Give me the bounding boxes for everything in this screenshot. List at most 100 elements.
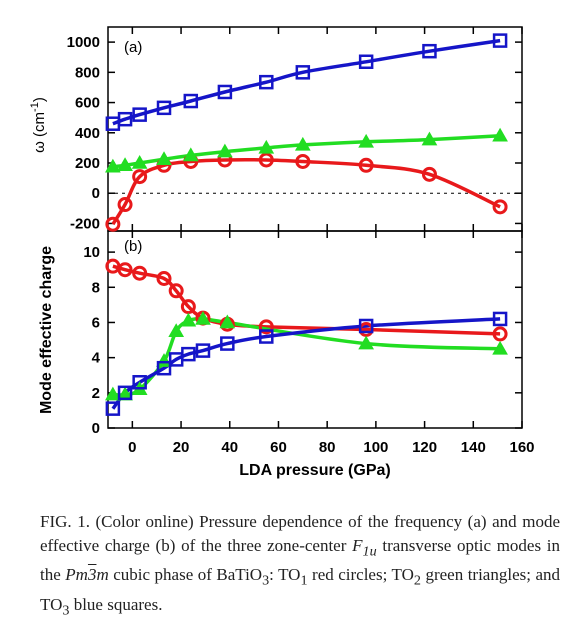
x-tick-label: 20 [173, 439, 190, 456]
caption-part-1: (Color online) Pressure dependence of th… [40, 512, 560, 555]
point-to1 [492, 199, 508, 215]
series-line-to1 [111, 158, 501, 226]
point-to1 [168, 283, 184, 299]
caption-part-5: red circles; TO [312, 565, 414, 585]
caption-text: FIG. 1. (Color online) Pressure dependen… [20, 510, 560, 622]
point-to2 [217, 143, 233, 158]
point-to1 [105, 216, 121, 232]
caption-symbol-f-sub: 1u [362, 543, 377, 560]
point-to3 [358, 54, 374, 70]
point-to3 [132, 107, 147, 122]
point-to2 [358, 335, 375, 350]
point-to2 [105, 158, 121, 173]
point-to3 [358, 318, 374, 334]
point-to1 [117, 262, 133, 278]
x-tick-label: 60 [270, 439, 287, 456]
point-to3 [492, 33, 508, 48]
panel-a-ytick-label: 1000 [67, 34, 100, 51]
caption-formula-sub: 3 [262, 572, 270, 589]
panel-a-plot [105, 33, 508, 232]
point-to1 [358, 157, 374, 173]
x-tick-label: 40 [221, 439, 238, 456]
x-tick-label: 120 [412, 439, 437, 456]
panel-a-ytick-label: 200 [75, 155, 100, 172]
point-to2 [156, 151, 172, 165]
panel-b-ytick-label: 4 [92, 350, 101, 367]
caption-space-group-bar: 3 [87, 565, 97, 585]
caption-to3-sub: 3 [62, 602, 70, 619]
point-to2 [421, 131, 438, 146]
point-to2 [492, 127, 508, 142]
point-to3 [220, 336, 235, 351]
caption-fig-label: FIG. 1. [40, 512, 90, 531]
caption-part-4: : TO [269, 565, 301, 585]
panel-b-ylabel: Mode effective charge [38, 246, 55, 414]
panel-a-ytick-label: -200 [70, 215, 100, 232]
panel-b-plot [105, 258, 508, 416]
caption-space-group-b: m [96, 565, 109, 585]
panel-b-frame [107, 230, 523, 429]
panel-a-ytick-label: 0 [92, 185, 100, 202]
x-tick-label: 80 [319, 439, 336, 456]
point-to2 [105, 386, 121, 401]
point-to2 [258, 139, 275, 154]
panel-a-label: (a) [124, 39, 142, 56]
point-to3 [105, 401, 121, 416]
caption-part-3: cubic phase of BaTiO [113, 565, 263, 585]
point-to2 [492, 340, 508, 355]
point-to1 [180, 299, 196, 315]
panel-a-ytick-label: 600 [75, 95, 100, 112]
caption-to2-sub: 2 [413, 572, 421, 589]
point-to1 [258, 319, 274, 335]
point-to3 [156, 360, 172, 376]
point-to3 [217, 84, 233, 100]
panel-a-ytick-label: 800 [75, 64, 100, 81]
point-to3 [117, 111, 133, 127]
series-line-to3 [112, 38, 501, 126]
caption-to1-sub: 1 [300, 572, 308, 589]
x-tick-label: 140 [461, 439, 486, 456]
x-axis-label: LDA pressure (GPa) [239, 462, 390, 479]
point-to3 [259, 329, 274, 344]
point-to1 [132, 169, 148, 185]
point-to1 [132, 265, 148, 281]
caption-space-group-a: Pm [65, 565, 88, 585]
point-to1 [421, 166, 437, 182]
x-tick-label: 0 [128, 439, 136, 456]
point-to2 [180, 312, 197, 327]
caption-symbol-f: F [352, 536, 363, 555]
caption-part-7: blue squares. [73, 594, 163, 614]
x-tick-label: 100 [363, 439, 388, 456]
panel-a-ylabel-sup: -1 [29, 102, 41, 112]
panel-a-ylabel-main: ω (cm [31, 112, 48, 153]
point-to2 [168, 323, 185, 338]
panel-a-ylabel: ω (cm-1) [29, 97, 48, 153]
point-to3 [156, 100, 172, 116]
caption-part-2: transverse optic modes in the [40, 536, 561, 585]
point-to1 [117, 197, 133, 213]
point-to1 [258, 152, 274, 168]
point-to3 [132, 375, 147, 390]
panel-a-frame [107, 26, 523, 232]
point-to2 [182, 147, 199, 162]
point-to1 [156, 270, 172, 286]
point-to1 [492, 326, 508, 342]
point-to1 [295, 153, 311, 169]
panel-b-ytick-label: 2 [92, 385, 100, 402]
point-to2 [358, 133, 375, 148]
panel-b-ytick-label: 8 [92, 279, 100, 296]
point-to2 [117, 157, 133, 172]
figure-caption: FIG. 1. (Color online) Pressure dependen… [20, 510, 560, 622]
panel-b-ytick-label: 10 [83, 244, 100, 261]
series-line-to3 [111, 317, 501, 410]
point-to2 [195, 310, 211, 325]
caption-part-6: green triangles; and TO [40, 565, 561, 614]
point-to3 [117, 385, 133, 401]
panel-a-ytick-label: 400 [75, 125, 100, 142]
x-tick-label: 160 [509, 439, 534, 456]
point-to3 [422, 43, 437, 59]
point-to2 [131, 154, 148, 169]
panel-b-ytick-label: 0 [92, 420, 100, 437]
point-to3 [295, 65, 311, 80]
